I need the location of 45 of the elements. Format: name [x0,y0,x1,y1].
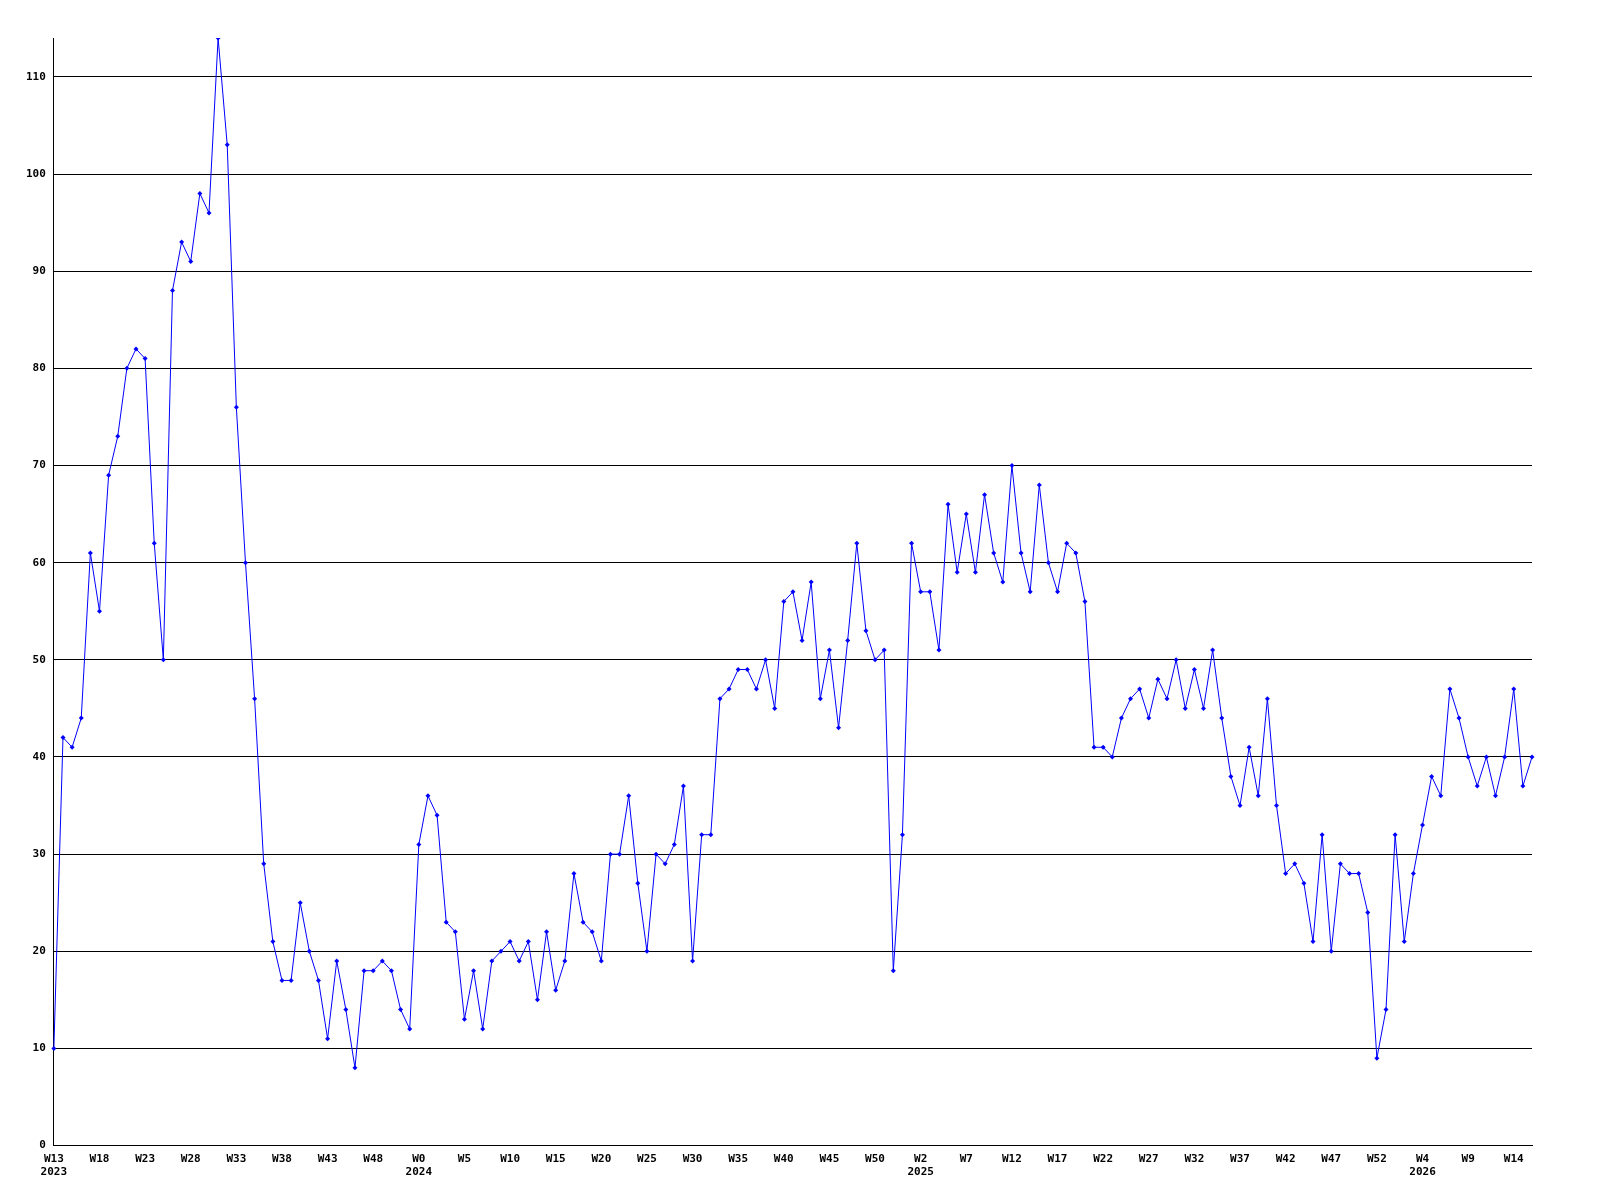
y-tick-label: 0 [39,1138,46,1152]
x-tick-label: W22 [1093,1152,1114,1166]
x-tick-label: W40 [773,1152,794,1166]
y-tick-label: 80 [32,361,46,375]
x-tick-label: W20 [591,1152,612,1166]
x-tick-label: W13 2023 [40,1152,68,1179]
y-tick-label: 110 [25,69,46,83]
x-tick-label: W27 [1138,1152,1159,1166]
x-tick-label: W10 [500,1152,521,1166]
x-tick-label: W2 2025 [907,1152,934,1179]
y-tick-label: 70 [32,458,46,472]
y-tick-label: 50 [32,652,46,666]
x-tick-label: W47 [1321,1152,1342,1166]
x-tick-label: W45 [819,1152,840,1166]
x-tick-label: W33 [226,1152,247,1166]
y-tick-label: 10 [32,1041,46,1055]
x-tick-label: W50 [865,1152,885,1166]
x-tick-label: W43 [317,1152,338,1166]
y-tick-label: 60 [32,555,46,569]
x-tick-label: W23 [135,1152,156,1166]
x-tick-label: W42 [1275,1152,1296,1166]
x-tick-label: W35 [728,1152,749,1166]
x-tick-label: W14 [1503,1152,1525,1166]
y-tick-label: 90 [32,264,46,278]
y-tick-label: 30 [32,846,46,860]
x-tick-label: W25 [637,1152,657,1166]
x-tick-label: W12 [1001,1152,1022,1166]
x-tick-label: W38 [272,1152,292,1166]
x-tick-label: W9 [1461,1152,1475,1166]
x-tick-label: W15 [545,1152,566,1166]
x-tick-label: W48 [363,1152,384,1166]
x-tick-label: W7 [959,1152,973,1166]
x-tick-label: W17 [1047,1152,1068,1166]
x-tick-label: W37 [1230,1152,1250,1166]
x-tick-label: W52 [1366,1152,1387,1166]
x-tick-label: W32 [1184,1152,1205,1166]
x-tick-label: W18 [89,1152,110,1166]
y-tick-label: 40 [32,749,46,763]
x-tick-label: W30 [682,1152,703,1166]
y-tick-label: 100 [25,166,46,180]
x-tick-label: W5 [457,1152,472,1166]
x-tick-label: W28 [180,1152,201,1166]
y-tick-label: 20 [32,944,46,958]
x-tick-label: W4 2026 [1409,1152,1437,1179]
x-tick-label: W0 2024 [405,1152,433,1179]
